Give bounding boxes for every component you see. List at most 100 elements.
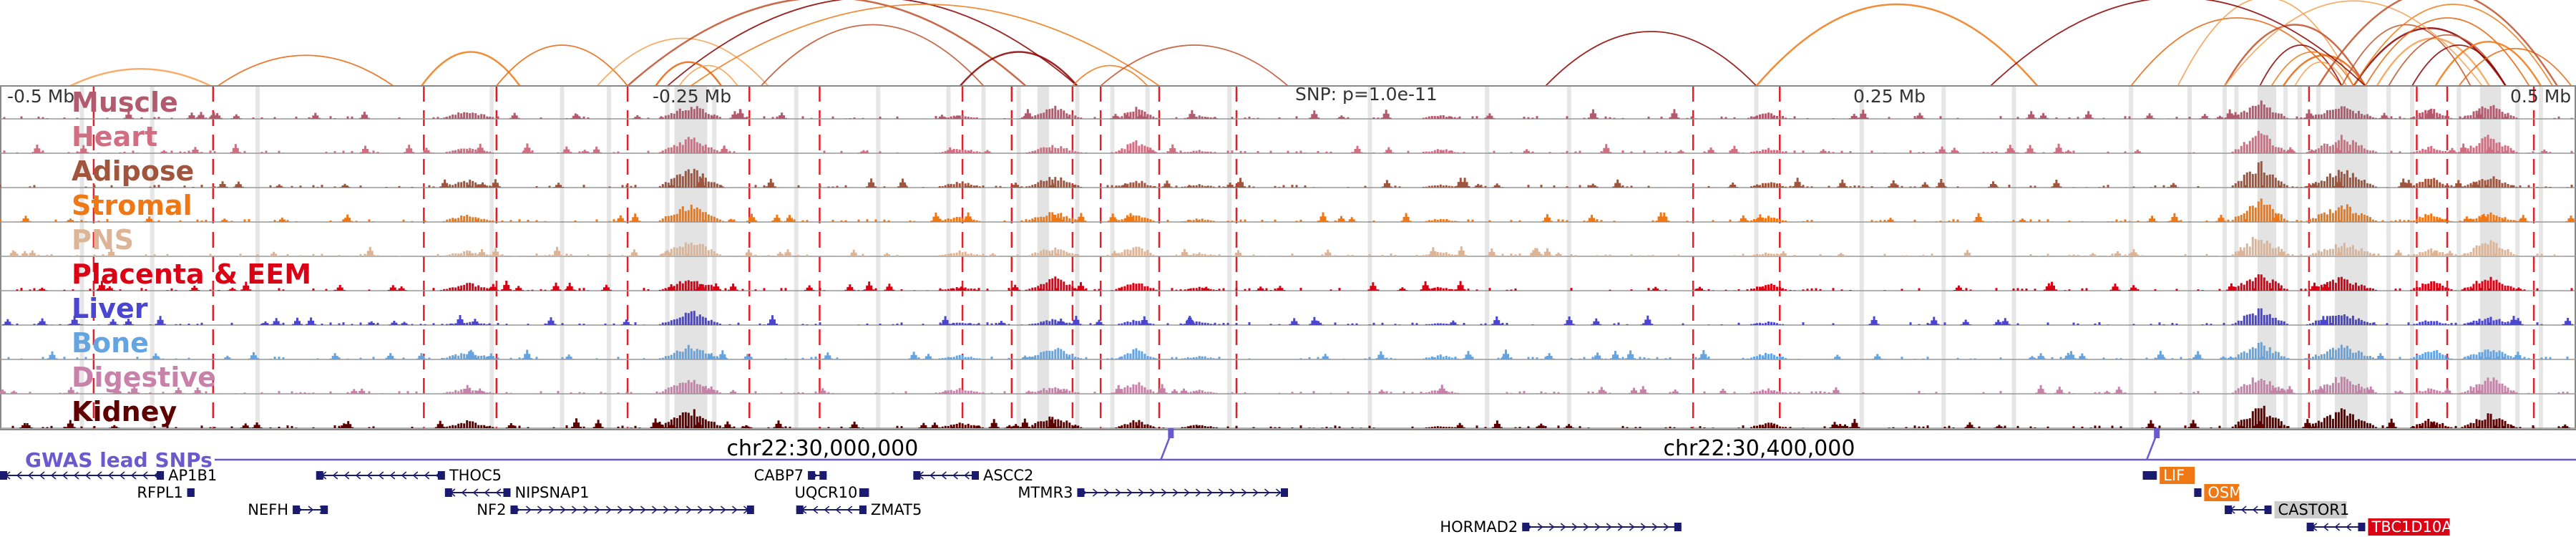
gene-exon [972,471,979,480]
gene-label-castor1: CASTOR1 [2278,501,2350,518]
track-label-muscle: Muscle [72,87,178,118]
highlight-line [2515,86,2520,430]
track-label-bone: Bone [72,327,149,359]
track-signal [11,405,2571,428]
highlight-line [2234,86,2239,430]
gene-exon [157,471,165,480]
loop-arc [1100,44,1289,87]
axis-label-snp: SNP: p=1.0e-11 [1295,84,1438,105]
highlight-line [2316,86,2321,430]
track-label-stromal: Stromal [72,190,192,221]
gene-label-nf2: NF2 [477,501,506,518]
gene-exon [2358,523,2366,531]
accessibility-tracks [0,85,2576,430]
track-label-digestive: Digestive [72,362,216,393]
gwas-snp-marker [2154,428,2160,438]
gene-label-osm: OSM [2207,484,2242,501]
gene-strand-arrows [1526,523,1669,531]
highlight-line [2409,86,2414,430]
gene-strand-arrows [514,505,749,514]
loop-arc [496,44,628,87]
highlight-line [1754,86,1759,430]
axis-label-left: -0.5 Mb [7,86,74,107]
loop-arc [667,0,1078,87]
coordinate-label: chr22:30,000,000 [726,436,918,461]
loop-arc [627,0,1027,87]
loop-arc [2259,44,2343,87]
loop-arc [217,54,394,87]
loop-arc [690,4,1160,87]
gwas-track-label: GWAS lead SNPs [25,448,213,472]
gene-label-zmat5: ZMAT5 [871,501,922,518]
gene-highlight [2204,484,2240,501]
gene-exon [444,488,452,497]
gene-exon [1077,488,1085,497]
gene-highlight [2368,518,2450,536]
highlight-line [150,86,155,430]
track-label-pns: PNS [72,224,134,256]
distance-axis: -0.5 Mb -0.25 Mb SNP: p=1.0e-11 0.25 Mb … [7,84,2571,107]
gene-highlight [2274,501,2347,518]
highlight-band [2334,86,2368,430]
highlight-line [2297,86,2302,430]
highlight-line [1485,86,1490,430]
highlight-line [79,86,84,430]
chromatin-loop-arcs [69,0,2572,87]
gene-exon [2142,471,2150,480]
highlight-line [2223,86,2228,430]
coordinate-label: chr22:30,400,000 [1664,436,1855,461]
highlight-line [560,86,565,430]
gene-exon [293,505,301,514]
loop-arc [1072,64,1148,87]
loop-arc [959,51,1078,87]
highlight-band [2479,86,2502,430]
loop-arc [596,37,769,87]
gene-label-tbc1d10a: TBC1D10A [2371,518,2452,536]
gene-exon [808,471,816,480]
gene-exon [859,488,867,497]
gwas-snp-marker [1168,428,1174,438]
tracks-frame [0,85,2576,430]
gene-exon [2264,505,2272,514]
gene-label-nipsnap1: NIPSNAP1 [514,484,589,501]
highlight-line [665,86,670,430]
highlight-line [1859,86,1864,430]
highlight-line [2187,86,2192,430]
loop-arc [1755,3,2039,87]
gene-exon [2150,471,2157,480]
highlight-band [674,86,708,430]
loop-arc [2270,51,2354,87]
loop-arc [421,51,521,87]
highlight-line [2386,86,2391,430]
highlight-line [2011,86,2016,430]
track-label-heart: Heart [72,121,157,153]
coordinate-labels: chr22:30,000,000 chr22:30,400,000 [726,436,1855,461]
gene-exon [1281,488,1288,497]
gene-label-lif: LIF [2163,467,2185,484]
highlight-band [1037,86,1050,430]
highlight-line [1566,86,1571,430]
highlight-line [1110,86,1115,430]
gene-label-mtmr3: MTMR3 [1018,484,1073,501]
loop-arc [1990,0,2366,87]
gene-exon [1674,523,1682,531]
highlight-line [946,86,951,430]
gene-label-rfpl1: RFPL1 [137,484,182,501]
loop-arc [2411,44,2507,87]
gene-exon [819,471,827,480]
loop-arc [1545,31,1757,87]
gene-exon [913,471,921,480]
gene-exon [746,505,754,514]
gene-exon [510,505,518,514]
gene-label-ascc2: ASCC2 [983,467,1033,484]
gene-exon [2225,505,2233,514]
highlight-line [1941,86,1946,430]
loop-arc [2458,47,2572,87]
track-signal [0,377,2569,394]
axis-label-mid-left: -0.25 Mb [653,86,731,107]
loop-arc [69,68,212,87]
gene-exon [0,471,7,480]
highlight-line [1227,86,1232,430]
